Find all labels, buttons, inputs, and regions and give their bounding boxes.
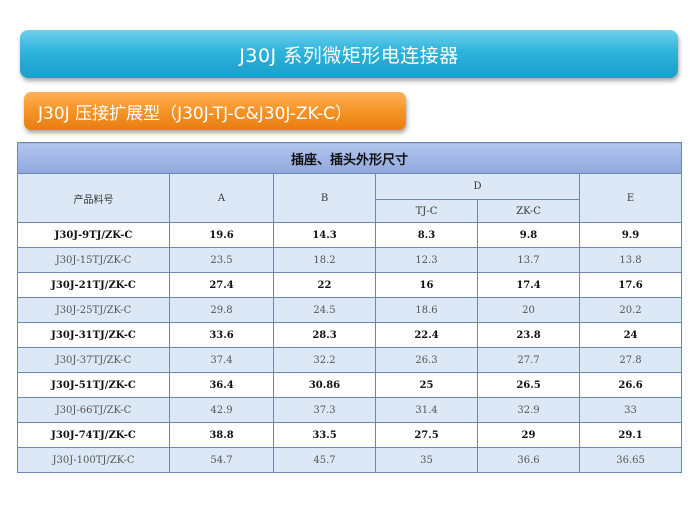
subtitle-text: J30J 压接扩展型（J30J-TJ-C&J30J-ZK-C） (38, 103, 352, 124)
cell-b: 22 (273, 272, 376, 298)
cell-e: 26.6 (578, 372, 683, 398)
cell-a: 33.6 (169, 322, 274, 348)
cell-d-zk: 20 (477, 297, 580, 323)
cell-e: 27.8 (578, 347, 683, 373)
cell-part-no: J30J-74TJ/ZK-C (17, 422, 170, 448)
cell-d-zk: 29 (477, 422, 580, 448)
cell-b: 45.7 (273, 447, 376, 473)
cell-d-zk: 32.9 (477, 397, 580, 423)
cell-a: 42.9 (169, 397, 274, 423)
cell-a: 29.8 (169, 297, 274, 323)
cell-b: 33.5 (273, 422, 376, 448)
cell-a: 27.4 (169, 272, 274, 298)
cell-part-no: J30J-15TJ/ZK-C (17, 247, 170, 273)
cell-e: 36.65 (578, 447, 683, 473)
title-text: J30J 系列微矩形电连接器 (239, 44, 459, 67)
dimensions-table: 插座、插头外形尺寸 产品料号 A B D E TJ-C ZK-C J30J-9T… (16, 142, 683, 473)
table-row: J30J-74TJ/ZK-C 38.8 33.5 27.5 29 29.1 (17, 422, 683, 448)
cell-b: 18.2 (273, 247, 376, 273)
table-row: J30J-15TJ/ZK-C 23.5 18.2 12.3 13.7 13.8 (17, 247, 683, 273)
cell-d-zk: 17.4 (477, 272, 580, 298)
cell-d-zk: 26.5 (477, 372, 580, 398)
cell-d-zk: 23.8 (477, 322, 580, 348)
cell-d-tj: 26.3 (375, 347, 478, 373)
cell-part-no: J30J-9TJ/ZK-C (17, 222, 170, 248)
cell-e: 33 (578, 397, 683, 423)
cell-b: 32.2 (273, 347, 376, 373)
table-row: J30J-37TJ/ZK-C 37.4 32.2 26.3 27.7 27.8 (17, 347, 683, 373)
cell-b: 24.5 (273, 297, 376, 323)
cell-e: 20.2 (578, 297, 683, 323)
cell-d-zk: 9.8 (477, 222, 580, 248)
cell-d-zk: 36.6 (477, 447, 580, 473)
table-row: J30J-51TJ/ZK-C 36.4 30.86 25 26.5 26.6 (17, 372, 683, 398)
cell-d-tj: 25 (375, 372, 478, 398)
cell-e: 13.8 (578, 247, 683, 273)
table-caption: 插座、插头外形尺寸 (16, 142, 683, 174)
cell-d-tj: 12.3 (375, 247, 478, 273)
header-d: D (375, 173, 580, 200)
cell-a: 36.4 (169, 372, 274, 398)
cell-a: 19.6 (169, 222, 274, 248)
cell-d-tj: 18.6 (375, 297, 478, 323)
cell-part-no: J30J-31TJ/ZK-C (17, 322, 170, 348)
cell-b: 30.86 (273, 372, 376, 398)
header-e: E (578, 173, 683, 223)
title-banner: J30J 系列微矩形电连接器 (20, 30, 678, 78)
cell-e: 29.1 (578, 422, 683, 448)
cell-d-tj: 16 (375, 272, 478, 298)
cell-d-tj: 8.3 (375, 222, 478, 248)
cell-e: 24 (578, 322, 683, 348)
table-row: J30J-100TJ/ZK-C 54.7 45.7 35 36.6 36.65 (17, 447, 683, 473)
cell-e: 9.9 (578, 222, 683, 248)
cell-b: 14.3 (273, 222, 376, 248)
header-a: A (169, 173, 274, 223)
header-d-tj: TJ-C (375, 199, 478, 223)
cell-d-tj: 35 (375, 447, 478, 473)
table-row: J30J-9TJ/ZK-C 19.6 14.3 8.3 9.8 9.9 (17, 222, 683, 248)
table-row: J30J-31TJ/ZK-C 33.6 28.3 22.4 23.8 24 (17, 322, 683, 348)
cell-d-zk: 27.7 (477, 347, 580, 373)
header-part-no: 产品料号 (17, 173, 170, 223)
table-body: J30J-9TJ/ZK-C 19.6 14.3 8.3 9.8 9.9 J30J-15TJ/… (17, 222, 683, 473)
cell-part-no: J30J-51TJ/ZK-C (17, 372, 170, 398)
cell-b: 28.3 (273, 322, 376, 348)
subtitle-banner: J30J 压接扩展型（J30J-TJ-C&J30J-ZK-C） (24, 92, 406, 130)
cell-e: 17.6 (578, 272, 683, 298)
cell-part-no: J30J-37TJ/ZK-C (17, 347, 170, 373)
cell-d-tj: 27.5 (375, 422, 478, 448)
cell-a: 54.7 (169, 447, 274, 473)
header-d-zk: ZK-C (477, 199, 580, 223)
header-b: B (273, 173, 376, 223)
cell-part-no: J30J-100TJ/ZK-C (17, 447, 170, 473)
table-row: J30J-25TJ/ZK-C 29.8 24.5 18.6 20 20.2 (17, 297, 683, 323)
cell-d-tj: 31.4 (375, 397, 478, 423)
cell-b: 37.3 (273, 397, 376, 423)
cell-part-no: J30J-21TJ/ZK-C (17, 272, 170, 298)
cell-a: 37.4 (169, 347, 274, 373)
cell-d-tj: 22.4 (375, 322, 478, 348)
table-row: J30J-66TJ/ZK-C 42.9 37.3 31.4 32.9 33 (17, 397, 683, 423)
cell-part-no: J30J-25TJ/ZK-C (17, 297, 170, 323)
cell-a: 38.8 (169, 422, 274, 448)
table-row: J30J-21TJ/ZK-C 27.4 22 16 17.4 17.6 (17, 272, 683, 298)
cell-part-no: J30J-66TJ/ZK-C (17, 397, 170, 423)
cell-d-zk: 13.7 (477, 247, 580, 273)
cell-a: 23.5 (169, 247, 274, 273)
